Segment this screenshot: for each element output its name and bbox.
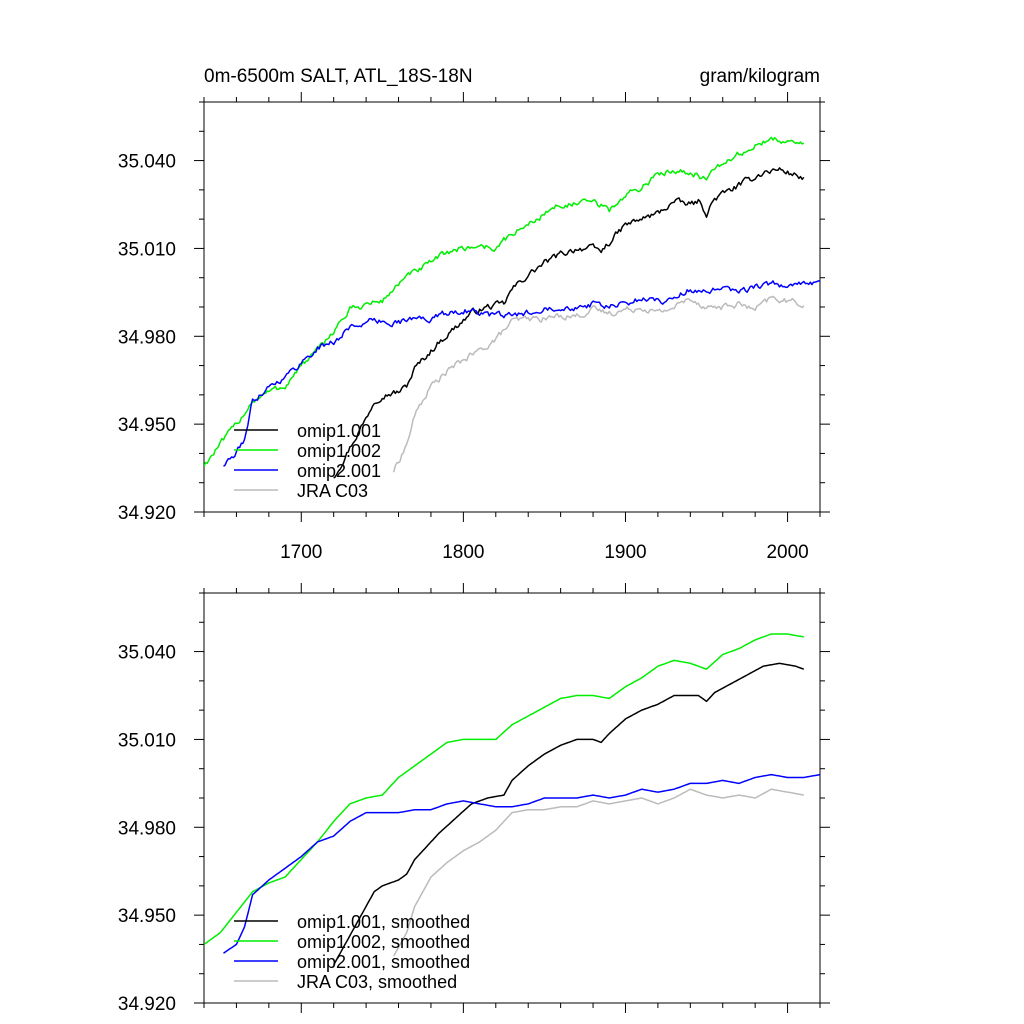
legend-label: omip1.002 xyxy=(297,441,381,461)
x-tick-label: 1800 xyxy=(442,542,484,563)
y-tick-label: 34.950 xyxy=(118,415,176,436)
series-line xyxy=(333,662,805,966)
legend-label: omip1.002, smoothed xyxy=(297,932,470,952)
y-tick-label: 34.950 xyxy=(118,906,176,927)
series-line xyxy=(223,773,820,954)
series-line xyxy=(204,633,804,946)
units-label: gram/kilogram xyxy=(700,66,820,87)
legend-label: JRA C03 xyxy=(297,481,368,501)
y-tick-label: 34.920 xyxy=(118,503,176,524)
legend-label: JRA C03, smoothed xyxy=(297,972,457,992)
y-tick-label: 35.010 xyxy=(118,239,176,260)
series-line xyxy=(393,788,804,957)
y-tick-label: 34.980 xyxy=(118,327,176,348)
legend-label: omip2.001 xyxy=(297,461,381,481)
series-line xyxy=(392,295,805,473)
series-line xyxy=(223,280,820,467)
y-tick-label: 35.040 xyxy=(118,643,176,664)
series-line xyxy=(204,136,805,467)
y-tick-label: 35.010 xyxy=(118,730,176,751)
legend-label: omip1.001, smoothed xyxy=(297,912,470,932)
top-panel: 0m-6500m SALT, ATL_18S-18N gram/kilogram… xyxy=(118,66,830,563)
y-tick-label: 34.980 xyxy=(118,818,176,839)
bottom-panel: 34.920 34.950 34.980 35.010 35.040 omip1.001,… xyxy=(118,583,830,1015)
x-tick-label: 1700 xyxy=(280,542,322,563)
x-tick-label: 1900 xyxy=(604,542,646,563)
series-line xyxy=(333,167,805,479)
chart-title: 0m-6500m SALT, ATL_18S-18N xyxy=(204,66,473,87)
y-tick-label: 35.040 xyxy=(118,152,176,173)
legend-label: omip1.001 xyxy=(297,421,381,441)
y-tick-label: 34.920 xyxy=(118,994,176,1015)
x-tick-label: 2000 xyxy=(766,542,808,563)
legend-label: omip2.001, smoothed xyxy=(297,952,470,972)
